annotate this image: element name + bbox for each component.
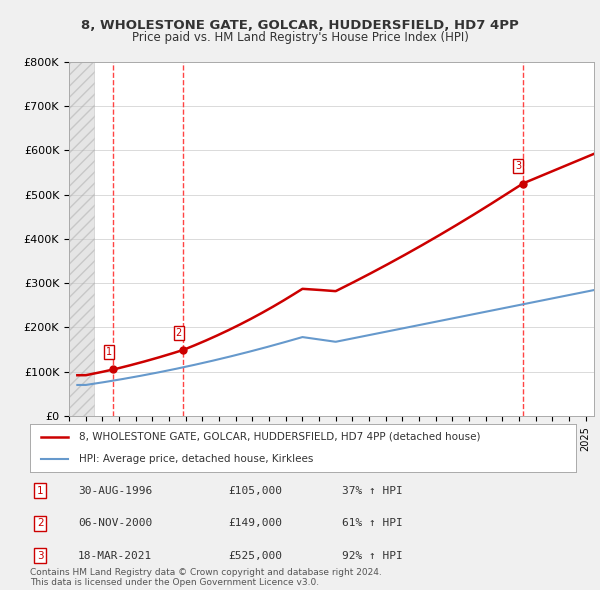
Text: 1: 1 (37, 486, 44, 496)
Text: 18-MAR-2021: 18-MAR-2021 (78, 551, 152, 560)
Text: £149,000: £149,000 (228, 519, 282, 528)
Bar (69, 62, 94, 416)
Text: 2: 2 (176, 327, 182, 337)
Text: Contains HM Land Registry data © Crown copyright and database right 2024.
This d: Contains HM Land Registry data © Crown c… (30, 568, 382, 587)
Text: 1: 1 (106, 347, 112, 357)
Text: 8, WHOLESTONE GATE, GOLCAR, HUDDERSFIELD, HD7 4PP: 8, WHOLESTONE GATE, GOLCAR, HUDDERSFIELD… (81, 19, 519, 32)
Text: 37% ↑ HPI: 37% ↑ HPI (342, 486, 403, 496)
Text: 61% ↑ HPI: 61% ↑ HPI (342, 519, 403, 528)
Text: 8, WHOLESTONE GATE, GOLCAR, HUDDERSFIELD, HD7 4PP (detached house): 8, WHOLESTONE GATE, GOLCAR, HUDDERSFIELD… (79, 432, 481, 442)
Text: Price paid vs. HM Land Registry's House Price Index (HPI): Price paid vs. HM Land Registry's House … (131, 31, 469, 44)
Text: 3: 3 (37, 551, 44, 560)
Text: 30-AUG-1996: 30-AUG-1996 (78, 486, 152, 496)
Text: HPI: Average price, detached house, Kirklees: HPI: Average price, detached house, Kirk… (79, 454, 314, 464)
Text: 92% ↑ HPI: 92% ↑ HPI (342, 551, 403, 560)
Text: 06-NOV-2000: 06-NOV-2000 (78, 519, 152, 528)
Text: £525,000: £525,000 (228, 551, 282, 560)
Text: 2: 2 (37, 519, 44, 528)
Text: £105,000: £105,000 (228, 486, 282, 496)
Text: 3: 3 (515, 161, 521, 171)
